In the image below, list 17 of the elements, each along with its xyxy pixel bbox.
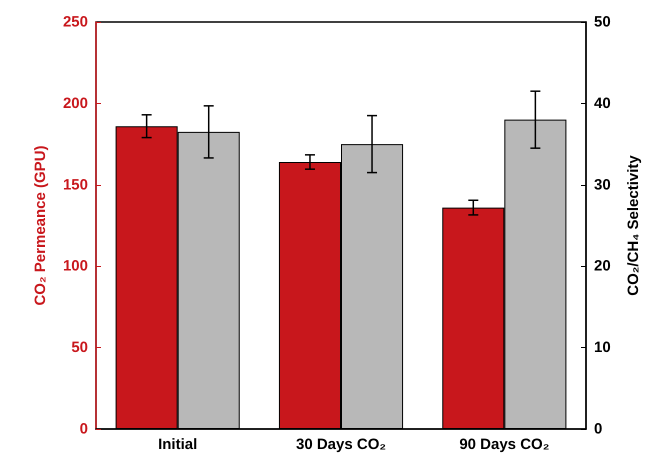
y-tick-label: 50 <box>71 339 88 356</box>
x-tick-label: 90 Days CO₂ <box>459 436 550 453</box>
y-tick-label: 0 <box>80 420 88 438</box>
y-tick-label: 150 <box>62 176 88 194</box>
y-tick-label: 200 <box>62 94 88 112</box>
y2-tick-label: 50 <box>594 14 611 30</box>
y-tick-label: 100 <box>62 258 88 275</box>
y-axis-title: CO₂ Permeance (GPU) <box>32 145 49 306</box>
y2-tick-label: 0 <box>594 420 602 438</box>
y-tick-label: 250 <box>62 14 88 30</box>
y2-tick-label: 20 <box>594 258 611 275</box>
y2-tick-label: 30 <box>594 176 611 194</box>
y2-tick-label: 10 <box>594 339 611 356</box>
x-tick-label: 30 Days CO₂ <box>296 436 386 453</box>
y2-tick-label: 40 <box>594 94 611 112</box>
x-tick-label: Initial <box>158 436 198 453</box>
y2-axis-title: CO₂/CH₄ Selectivity <box>625 154 642 296</box>
